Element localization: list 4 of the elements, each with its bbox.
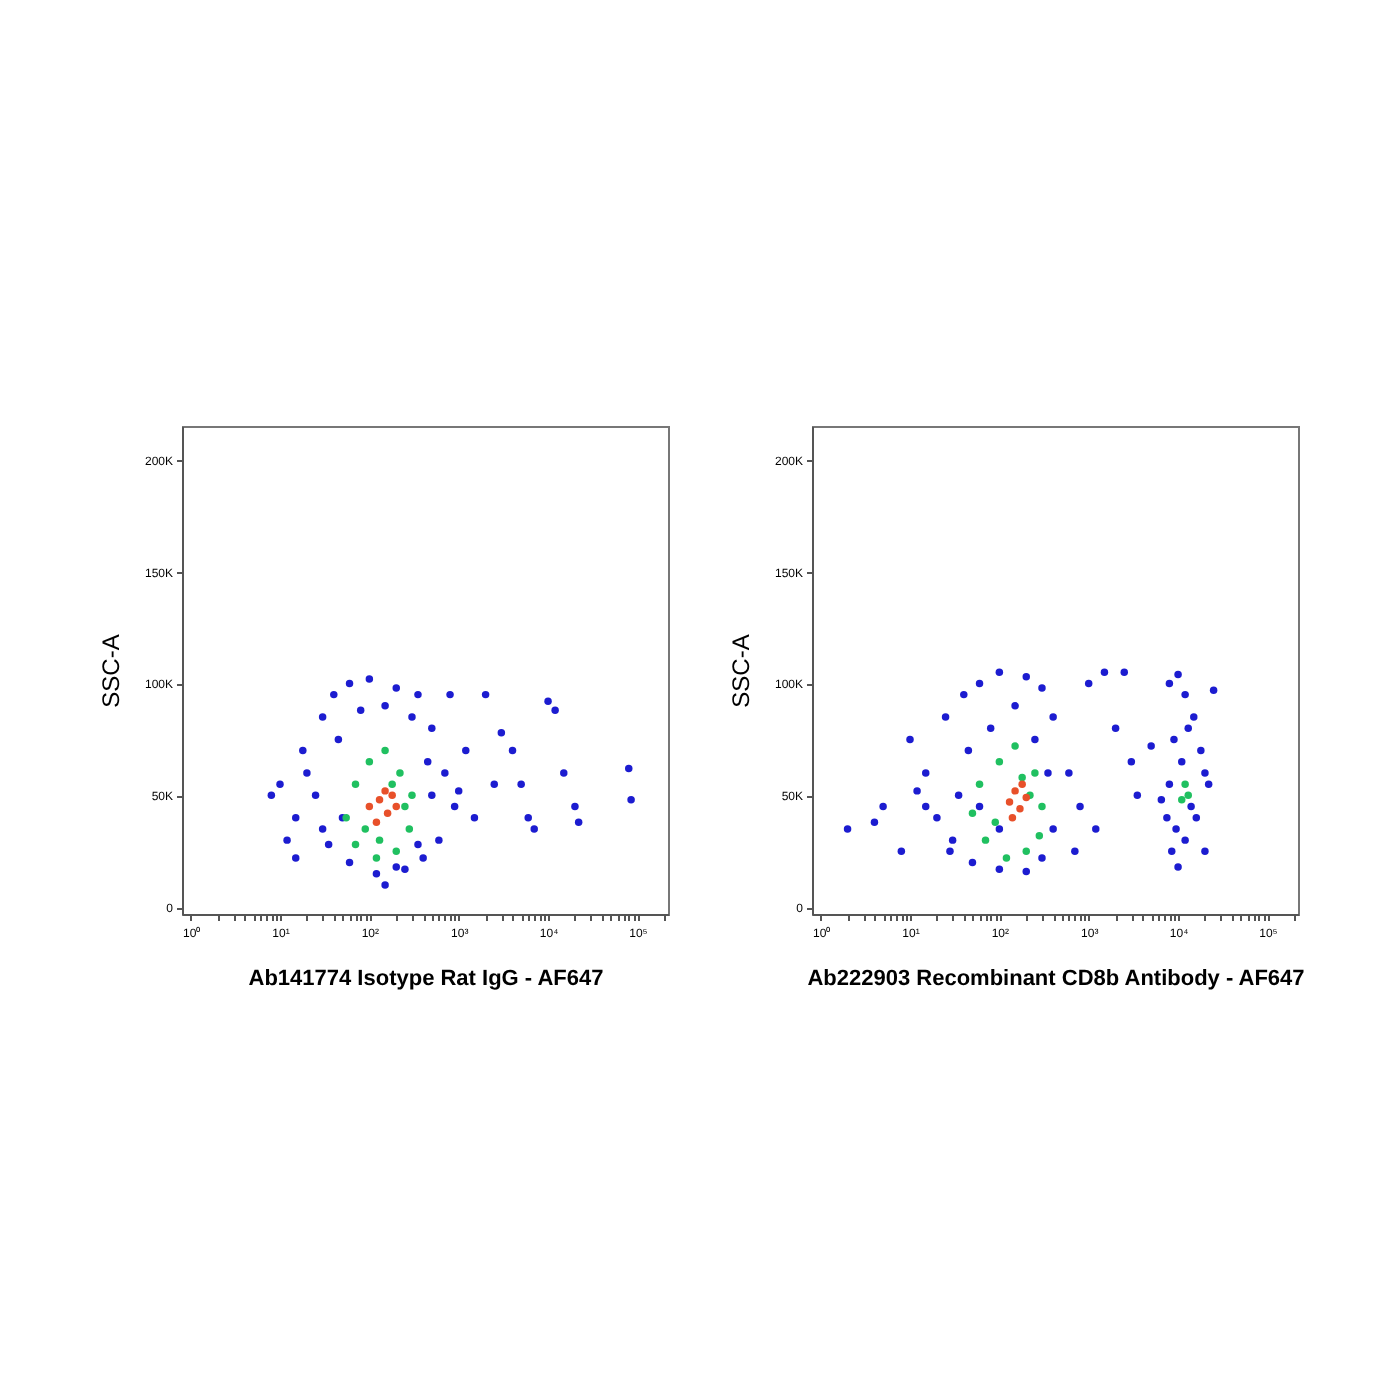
y-axis-title: SSC-A [96,634,125,708]
x-axis-title: Ab141774 Isotype Rat IgG - AF647 [248,967,604,991]
x-axis-title: Ab222903 Recombinant CD8b Antibody - AF647 [807,967,1305,991]
y-axis-title: SSC-A [726,634,755,708]
